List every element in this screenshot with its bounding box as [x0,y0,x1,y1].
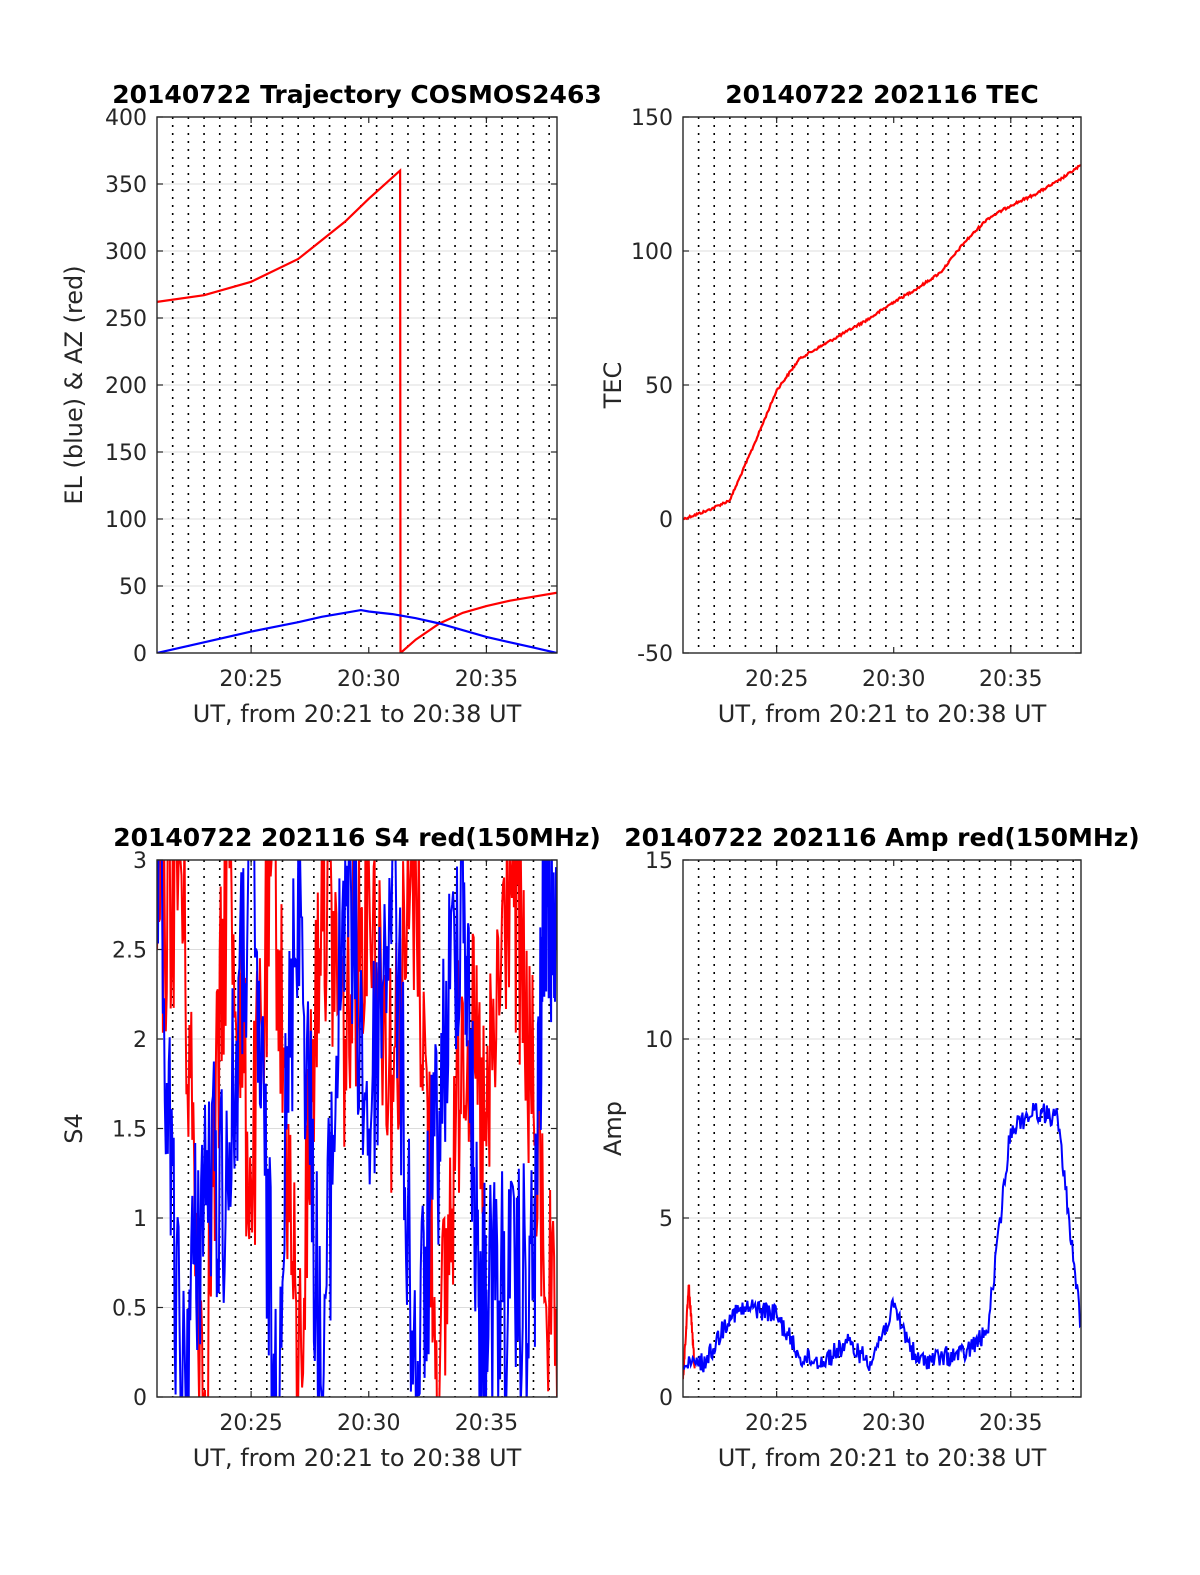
y-tick-label: 150 [105,441,147,466]
s4-chart-title: 20140722 202116 S4 red(150MHz) [113,823,601,852]
s4-chart: 0 0.5 1 1.5 2 2.5 3 20:25 20:30 20:35 20140722 202… [60,823,601,1472]
x-tick-label: 20:30 [862,667,925,692]
amp-chart: 0 5 10 15 20:25 20:30 20:35 20140722 202116 Amp… [599,823,1140,1472]
x-tick-label: 20:25 [745,1411,808,1436]
y-tick-label: 2 [133,1028,147,1053]
y-tick-label: 1.5 [112,1118,147,1143]
y-tick-label: 0 [659,1386,673,1411]
trajectory-chart-title: 20140722 Trajectory COSMOS2463 [112,80,602,109]
tec-chart: -50 0 50 100 150 20:25 20:30 20:35 20140722 2021… [599,80,1082,728]
x-tick-label: 20:30 [337,667,400,692]
y-tick-label: 3 [133,849,147,874]
y-tick-label: 100 [105,508,147,533]
y-tick-label: 2.5 [112,939,147,964]
plot-frame [156,116,558,654]
x-tick-label: 20:35 [455,1411,518,1436]
y-tick-label: 1 [133,1207,147,1232]
y-tick-label: 0 [659,508,673,533]
x-tick-label: 20:30 [337,1411,400,1436]
plot-frame [682,859,1082,1398]
y-tick-label: 0 [133,642,147,667]
s4-y-axis-label: S4 [60,1113,88,1144]
tec-y-axis-label: TEC [599,362,627,410]
amp-series-1-line [683,1102,1081,1373]
trajectory-series-0-line [157,168,557,653]
amp-y-axis-label: Amp [599,1101,627,1156]
plot-frame [682,116,1082,654]
y-tick-label: 50 [119,575,147,600]
x-tick-label: 20:25 [219,667,282,692]
tec-chart-title: 20140722 202116 TEC [725,80,1038,109]
amp-chart-title: 20140722 202116 Amp red(150MHz) [624,823,1140,852]
y-tick-label: 400 [105,106,147,131]
y-tick-label: 15 [645,849,673,874]
y-tick-label: 350 [105,173,147,198]
y-tick-label: 5 [659,1207,673,1232]
trajectory-y-axis-label: EL (blue) & AZ (red) [60,265,88,504]
x-tick-label: 20:25 [219,1411,282,1436]
x-tick-label: 20:35 [979,667,1042,692]
y-tick-label: 250 [105,307,147,332]
amp-x-axis-label: UT, from 20:21 to 20:38 UT [718,1444,1047,1472]
trajectory-series-1-line [157,608,557,653]
amp-series-0-line [683,1284,696,1380]
y-tick-label: 300 [105,240,147,265]
tec-x-axis-label: UT, from 20:21 to 20:38 UT [718,700,1047,728]
y-tick-label: 10 [645,1028,673,1053]
y-tick-label: 0.5 [112,1297,147,1322]
y-tick-label: 200 [105,374,147,399]
s4-series-1-line [157,860,557,1397]
tec-series-0-line [683,164,1081,521]
plot-frame [156,859,558,1398]
y-tick-label: 100 [631,240,673,265]
y-tick-label: 50 [645,374,673,399]
x-tick-label: 20:35 [455,667,518,692]
x-tick-label: 20:35 [979,1411,1042,1436]
y-tick-label: 150 [631,106,673,131]
s4-x-axis-label: UT, from 20:21 to 20:38 UT [193,1444,522,1472]
x-tick-label: 20:25 [745,667,808,692]
trajectory-x-axis-label: UT, from 20:21 to 20:38 UT [193,700,522,728]
y-tick-label: 0 [133,1386,147,1411]
y-tick-label: -50 [637,642,673,667]
x-tick-label: 20:30 [862,1411,925,1436]
trajectory-chart: 0 50 100 150 200 250 300 350 400 20:25 20:30 20:35 2… [60,80,602,728]
